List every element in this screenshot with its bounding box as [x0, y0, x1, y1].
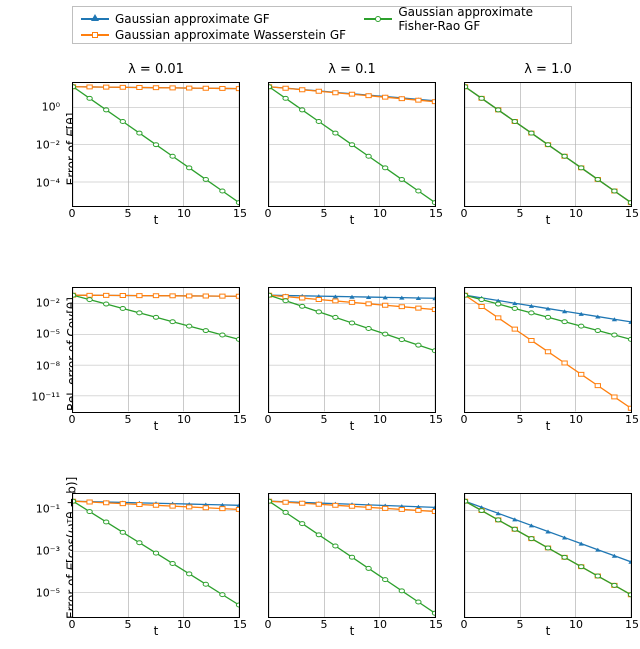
plot-area [268, 493, 436, 618]
legend-swatch-1 [81, 28, 109, 42]
plot-area [72, 82, 240, 207]
y-tick-label: 10⁻² [36, 296, 60, 309]
legend-item: Gaussian approximate Wasserstein GF [81, 27, 361, 43]
y-tick-label: 10⁻⁸ [36, 359, 60, 372]
plot-area [268, 82, 436, 207]
legend-item: Gaussian approximate GF [81, 11, 361, 27]
y-tick-label: 10⁰ [42, 100, 60, 113]
legend-item: Gaussian approximate Fisher-Rao GF [364, 11, 557, 27]
legend-swatch-0 [81, 12, 109, 26]
subplot-0-0: λ = 0.01Error of 𝐸[θ]10⁰10⁻²10⁻⁴051015t [72, 66, 240, 231]
x-axis-label: t [72, 419, 240, 433]
x-axis-label: t [268, 419, 436, 433]
legend-label: Gaussian approximate GF [115, 12, 270, 26]
y-tick-label: 10⁻⁵ [36, 328, 60, 341]
column-title: λ = 0.1 [268, 62, 436, 77]
legend: Gaussian approximate GF Gaussian approxi… [72, 6, 572, 44]
y-tick-label: 10⁻⁵ [36, 586, 60, 599]
y-tick-label: 10⁻¹ [36, 503, 60, 516]
subplot-1-1: 051015t [268, 271, 436, 436]
plot-area [464, 82, 632, 207]
subplot-1-0: Rel. error of Cov[θ]10⁻²10⁻⁵10⁻⁸10⁻¹¹051… [72, 271, 240, 436]
legend-label: Gaussian approximate Wasserstein GF [115, 28, 346, 42]
subplot-2-2: 051015t [464, 477, 632, 642]
figure: Gaussian approximate GF Gaussian approxi… [0, 0, 640, 649]
x-axis-label: t [268, 213, 436, 227]
y-tick-label: 10⁻¹¹ [31, 390, 60, 403]
subplot-1-2: 051015t [464, 271, 632, 436]
subplot-0-1: λ = 0.1051015t [268, 66, 436, 231]
subplot-0-2: λ = 1.0051015t [464, 66, 632, 231]
column-title: λ = 1.0 [464, 62, 632, 77]
subplot-2-0: Error of 𝐸[cos(ωᵀθ + b)]10⁻¹10⁻³10⁻⁵0510… [72, 477, 240, 642]
plot-area [72, 287, 240, 412]
plot-area [72, 493, 240, 618]
x-axis-label: t [268, 624, 436, 638]
x-axis-label: t [464, 624, 632, 638]
x-axis-label: t [464, 419, 632, 433]
y-tick-label: 10⁻⁴ [36, 176, 60, 189]
plot-area [464, 287, 632, 412]
plot-area [464, 493, 632, 618]
x-axis-label: t [464, 213, 632, 227]
subplot-2-1: 051015t [268, 477, 436, 642]
y-tick-label: 10⁻³ [36, 545, 60, 558]
x-axis-label: t [72, 624, 240, 638]
column-title: λ = 0.01 [72, 62, 240, 77]
subplot-grid: λ = 0.01Error of 𝐸[θ]10⁰10⁻²10⁻⁴051015tλ… [72, 66, 632, 642]
legend-swatch-2 [364, 12, 392, 26]
legend-label: Gaussian approximate Fisher-Rao GF [398, 5, 557, 33]
y-tick-label: 10⁻² [36, 138, 60, 151]
x-axis-label: t [72, 213, 240, 227]
plot-area [268, 287, 436, 412]
